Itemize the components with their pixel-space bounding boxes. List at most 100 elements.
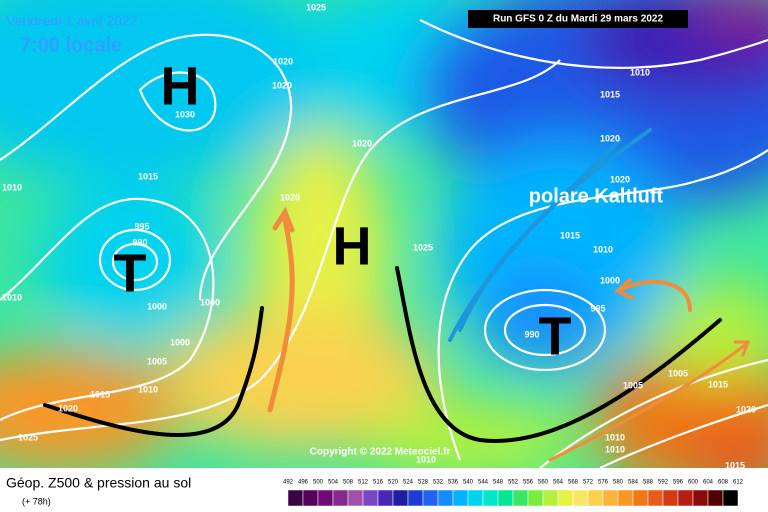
colorbar-label: 492 [283, 480, 294, 486]
isobar-label: 1000 [600, 275, 620, 285]
color-swatch [482, 489, 499, 507]
colorbar-label: 524 [403, 480, 414, 486]
color-swatch [722, 489, 739, 507]
isobar-label: 1010 [605, 432, 625, 442]
color-swatch [662, 489, 679, 507]
color-swatch [407, 489, 424, 507]
colorbar-label: 540 [463, 480, 474, 486]
isobar-labels: 1025 1020 1020 1030 1015 1020 1010 1015 1020 1020… [2, 2, 756, 470]
colorbar-label: 596 [673, 480, 684, 486]
colorbar-label: 584 [628, 480, 639, 486]
color-swatch [572, 489, 589, 507]
color-swatch [647, 489, 664, 507]
isobar-label: 1005 [147, 356, 167, 366]
pressure-center: T [539, 306, 572, 366]
colorbar-label: 572 [583, 480, 594, 486]
isobar-label: 1015 [90, 389, 110, 399]
colorbar-label: 516 [373, 480, 384, 486]
run-info: Run GFS 0 Z du Mardi 29 mars 2022 [493, 14, 663, 25]
colorbar-label: 520 [388, 480, 399, 486]
color-swatch [467, 489, 484, 507]
color-swatch [692, 489, 709, 507]
colorbar-label: 564 [553, 480, 564, 486]
pressure-center: H [161, 56, 200, 116]
colorbar-label: 560 [538, 480, 549, 486]
isobar-label: 1015 [138, 171, 158, 181]
color-swatch [707, 489, 724, 507]
isobar-label: 1010 [138, 384, 158, 394]
isobar-label: 1020 [736, 404, 756, 414]
isobar-label: 1015 [560, 230, 580, 240]
isobar-label: 1000 [200, 297, 220, 307]
color-swatch [422, 489, 439, 507]
forecast-time: 7:00 locale [20, 34, 122, 56]
isobar-label: 1010 [416, 454, 436, 464]
isobar-label: 1015 [600, 89, 620, 99]
color-swatch [362, 489, 379, 507]
isobar-label: 1025 [413, 242, 433, 252]
color-swatch [602, 489, 619, 507]
run-box [468, 10, 688, 28]
colorbar-label: 556 [523, 480, 534, 486]
colorbar-label: 508 [343, 480, 354, 486]
colorbar-label: 548 [493, 480, 504, 486]
isobar-label: 1010 [2, 292, 22, 302]
isobar-label: 1000 [170, 337, 190, 347]
colorbar-label: 544 [478, 480, 489, 486]
colorbar-label: 588 [643, 480, 654, 486]
isobar-label: 1010 [2, 182, 22, 192]
isobar-label: 1000 [147, 301, 167, 311]
color-swatch [377, 489, 394, 507]
forecast-date: Vendredi 1 avril 2022 [6, 13, 138, 29]
isobar-label: 1010 [605, 444, 625, 454]
pressure-center: T [114, 243, 147, 303]
color-swatch [392, 489, 409, 507]
color-swatch [317, 489, 334, 507]
airmass-label: polare Kaltluft [529, 185, 664, 207]
isobar-label: 1030 [175, 109, 195, 119]
colorbar-label: 592 [658, 480, 669, 486]
isobar-label: 995 [134, 221, 149, 231]
isobar-label: 1020 [58, 403, 78, 413]
color-swatch [332, 489, 349, 507]
color-swatch [542, 489, 559, 507]
colorbar-label: 600 [688, 480, 699, 486]
isobar-label: 990 [524, 329, 539, 339]
color-swatch [437, 489, 454, 507]
colorbar-label: 604 [703, 480, 714, 486]
isobar-label: 1005 [668, 368, 688, 378]
isobar-label: 1020 [280, 192, 300, 202]
color-swatch [677, 489, 694, 507]
color-swatch [302, 489, 319, 507]
isobar-label: 1020 [273, 56, 293, 66]
colorbar-label: 612 [733, 480, 744, 486]
isobar-label: 1010 [630, 67, 650, 77]
color-swatch [617, 489, 634, 507]
color-swatch [557, 489, 574, 507]
isobar-label: 1015 [725, 460, 745, 470]
isobar-label: 1015 [708, 379, 728, 389]
colorbar-label: 512 [358, 480, 369, 486]
isobars [0, 19, 768, 468]
color-swatch [452, 489, 469, 507]
footer-forecast: (+ 78h) [22, 496, 51, 506]
color-swatch [527, 489, 544, 507]
height-field [0, 0, 768, 468]
colorbar: 492 496 500 504 508 512 516 520 524 528 532 536 540 5… [283, 480, 744, 507]
colorbar-label: 552 [508, 480, 519, 486]
isobar-label: 1020 [600, 133, 620, 143]
colorbar-label: 568 [568, 480, 579, 486]
color-swatch [587, 489, 604, 507]
color-swatch [497, 489, 514, 507]
color-swatch [287, 489, 304, 507]
color-swatch [347, 489, 364, 507]
colorbar-label: 500 [313, 480, 324, 486]
isobar-label: 995 [590, 303, 605, 313]
copyright: Copyright © 2022 Meteociel.fr [310, 447, 451, 458]
isobar-label: 1025 [18, 432, 38, 442]
colorbar-label: 580 [613, 480, 624, 486]
color-swatch [512, 489, 529, 507]
isobar-label: 1025 [306, 2, 326, 12]
isobar-label: 990 [132, 237, 147, 247]
